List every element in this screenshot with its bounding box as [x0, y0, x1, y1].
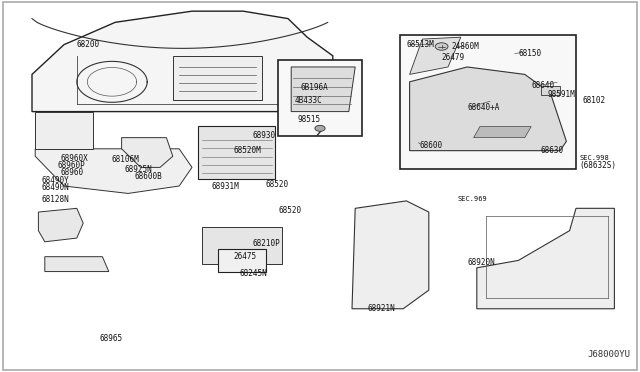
Text: 68931M: 68931M: [211, 182, 239, 190]
Circle shape: [435, 43, 448, 50]
Bar: [35, 112, 93, 149]
Text: SEC.998: SEC.998: [579, 155, 609, 161]
Text: (68632S): (68632S): [579, 161, 616, 170]
Text: 6B196A: 6B196A: [301, 83, 328, 92]
Text: 4B433C: 4B433C: [294, 96, 322, 105]
Bar: [541, 86, 560, 95]
Polygon shape: [35, 149, 192, 193]
Text: 68490Y: 68490Y: [42, 176, 69, 185]
Circle shape: [315, 125, 325, 131]
Polygon shape: [474, 126, 531, 138]
Text: 68640+A: 68640+A: [467, 103, 500, 112]
Text: 98591M: 98591M: [547, 90, 575, 99]
Bar: [218, 249, 266, 272]
Text: 68150: 68150: [518, 49, 541, 58]
Text: 68490N: 68490N: [42, 183, 69, 192]
Text: 68925N: 68925N: [125, 165, 152, 174]
Text: 26479: 26479: [442, 53, 465, 62]
Text: 68600B: 68600B: [134, 172, 162, 181]
Text: 68960P: 68960P: [58, 161, 85, 170]
Polygon shape: [477, 208, 614, 309]
Polygon shape: [291, 67, 355, 112]
Polygon shape: [352, 201, 429, 309]
Text: 68210P: 68210P: [253, 239, 280, 248]
Text: 68630: 68630: [541, 146, 564, 155]
Text: 68960: 68960: [61, 169, 84, 177]
Polygon shape: [410, 67, 566, 151]
Text: 68600: 68600: [419, 141, 442, 150]
Text: 68106M: 68106M: [112, 155, 140, 164]
Text: 68102: 68102: [582, 96, 605, 105]
Text: 24860M: 24860M: [451, 42, 479, 51]
Text: 68921N: 68921N: [368, 304, 396, 313]
Text: 68520M: 68520M: [234, 146, 261, 155]
Text: 68640: 68640: [531, 81, 554, 90]
Text: 68920N: 68920N: [467, 258, 495, 267]
Text: 26475: 26475: [234, 252, 257, 261]
Polygon shape: [122, 138, 173, 167]
Text: 68513M: 68513M: [406, 40, 434, 49]
Text: 68128N: 68128N: [42, 195, 69, 203]
Polygon shape: [38, 208, 83, 242]
Bar: [278, 60, 362, 136]
Text: 68245N: 68245N: [240, 269, 268, 278]
Bar: [173, 56, 262, 100]
Text: 68520: 68520: [278, 206, 301, 215]
Bar: [198, 126, 275, 179]
Text: 68200: 68200: [77, 40, 100, 49]
Text: 98515: 98515: [298, 115, 321, 124]
Text: J68000YU: J68000YU: [588, 350, 630, 359]
Polygon shape: [45, 257, 109, 272]
Text: SEC.969: SEC.969: [458, 196, 487, 202]
Text: 68965: 68965: [99, 334, 122, 343]
Text: 68520: 68520: [266, 180, 289, 189]
Text: 68930: 68930: [253, 131, 276, 140]
Text: 68960X: 68960X: [61, 154, 88, 163]
Polygon shape: [32, 11, 333, 112]
Polygon shape: [410, 37, 461, 74]
Bar: [202, 227, 282, 264]
Bar: [400, 35, 576, 169]
